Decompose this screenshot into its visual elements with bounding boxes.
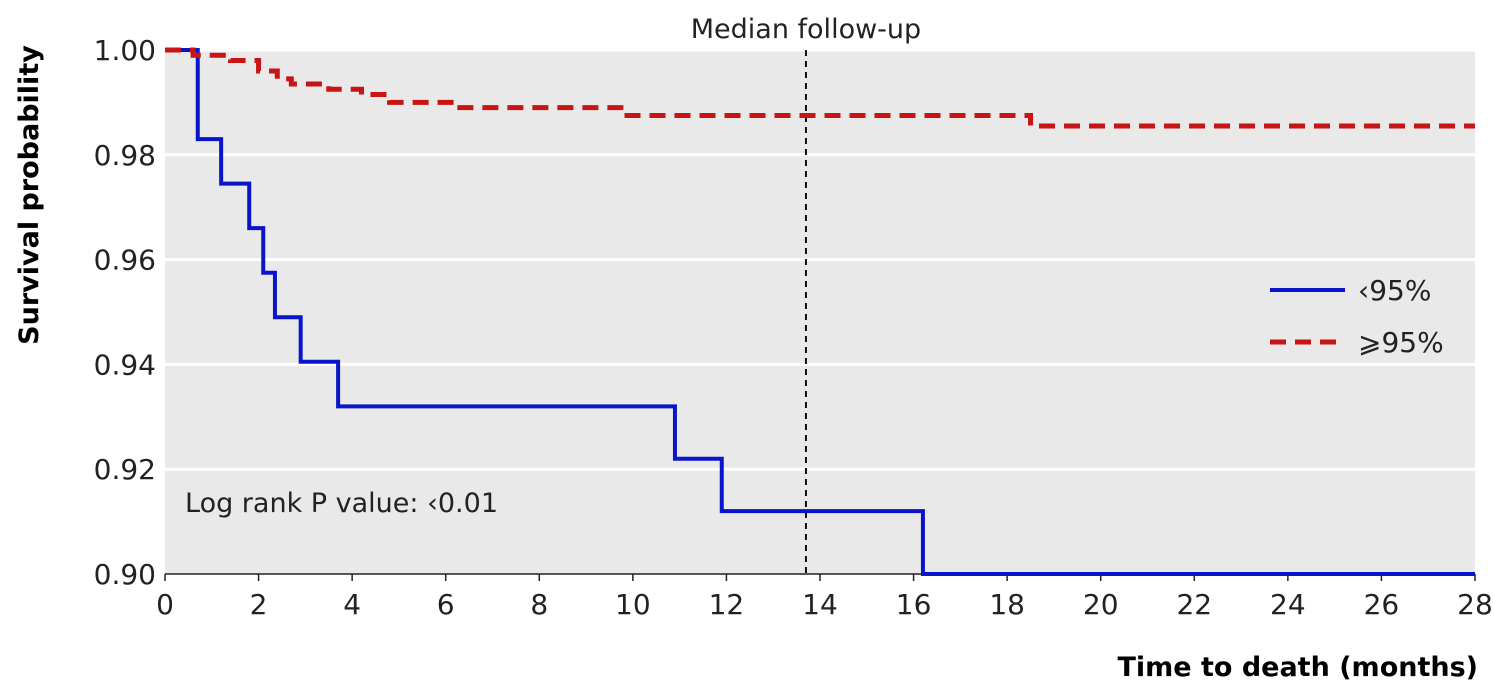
x-axis-title: Time to death (months): [1117, 652, 1478, 683]
x-tick-label: 8: [530, 588, 548, 621]
x-tick-label: 18: [989, 588, 1025, 621]
legend-label-above-95: ⩾95%: [1358, 326, 1444, 359]
y-axis-title: Survival probability: [14, 45, 45, 345]
x-tick-label: 24: [1270, 588, 1306, 621]
legend: ‹95% ⩾95%: [1270, 274, 1444, 359]
x-tick-label: 12: [709, 588, 745, 621]
x-tick-label: 16: [896, 588, 932, 621]
series-line-below-95: [165, 48, 1475, 576]
series-line-above-95: [165, 47, 1475, 129]
y-tick-label: 0.94: [94, 348, 156, 381]
y-axis-ticks: 0.90 0.92 0.94 0.96 0.98 1.00: [94, 34, 156, 591]
x-tick-label: 2: [250, 588, 268, 621]
y-tick-label: 0.96: [94, 244, 156, 277]
x-tick-label: 26: [1364, 588, 1400, 621]
gridlines: [165, 48, 1475, 471]
x-tick-label: 10: [615, 588, 651, 621]
x-tick-label: 20: [1083, 588, 1119, 621]
x-axis-ticks: 0 2 4 6 8 10 12 14 16 18 20 22 24 26 28: [156, 574, 1493, 621]
x-tick-label: 4: [343, 588, 361, 621]
y-tick-label: 0.90: [94, 558, 156, 591]
x-tick-label: 0: [156, 588, 174, 621]
x-tick-label: 6: [437, 588, 455, 621]
median-followup-label: Median follow-up: [691, 14, 921, 45]
x-tick-label: 22: [1176, 588, 1212, 621]
log-rank-annotation: Log rank P value: ‹0.01: [185, 488, 498, 519]
y-tick-label: 0.92: [94, 453, 156, 486]
series-lines: [165, 47, 1475, 576]
x-tick-label: 14: [802, 588, 838, 621]
plot-background: [165, 50, 1475, 574]
y-tick-label: 0.98: [94, 139, 156, 172]
x-tick-label: 28: [1457, 588, 1493, 621]
y-tick-label: 1.00: [94, 34, 156, 67]
legend-label-below-95: ‹95%: [1358, 274, 1431, 307]
